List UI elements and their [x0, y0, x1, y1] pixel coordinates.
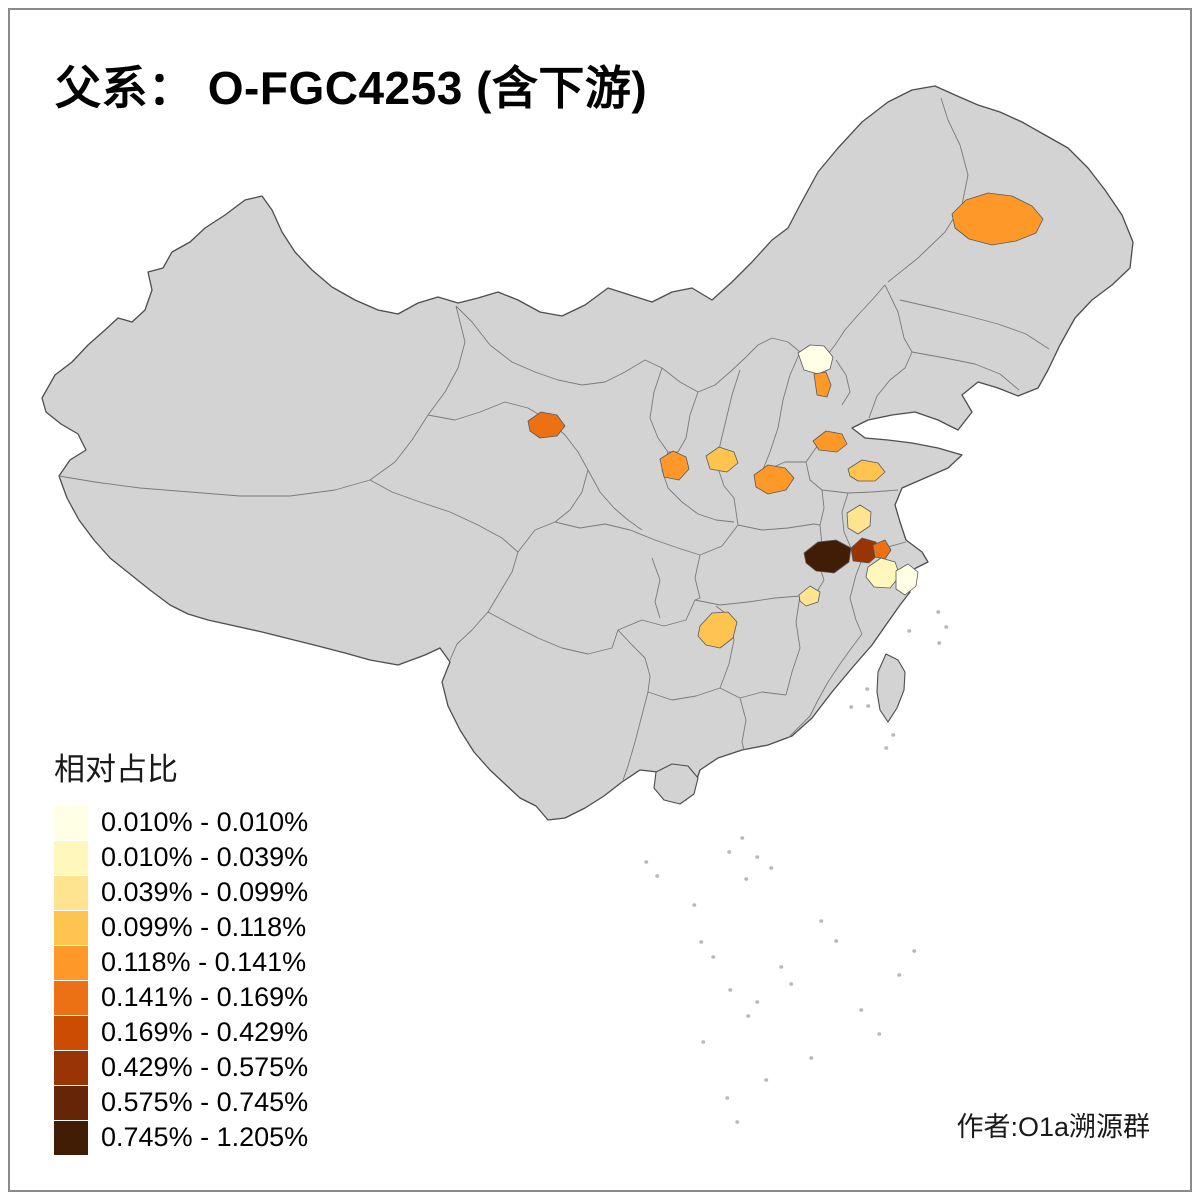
- legend-item: 0.745% - 1.205%: [54, 1120, 308, 1155]
- province-borders: [58, 97, 1050, 781]
- region-henan-central: [753, 464, 795, 495]
- region-hubei-east: [803, 539, 852, 574]
- legend-swatch: [54, 1015, 88, 1050]
- sea-islands: [644, 610, 949, 1124]
- legend-item: 0.575% - 0.745%: [54, 1085, 308, 1120]
- region-shandong-west: [812, 430, 848, 453]
- legend-swatch: [54, 805, 88, 840]
- legend-item: 0.039% - 0.099%: [54, 875, 308, 910]
- legend-swatch: [54, 840, 88, 875]
- legend-label: 0.169% - 0.429%: [101, 1017, 309, 1047]
- legend-swatch: [54, 980, 88, 1015]
- region-hunan-north: [798, 585, 821, 607]
- legend-label: 0.745% - 1.205%: [101, 1122, 309, 1152]
- legend-swatch: [54, 1120, 88, 1155]
- legend-item: 0.141% - 0.169%: [54, 980, 308, 1015]
- legend-swatch: [54, 945, 88, 980]
- region-anhui-central: [846, 504, 872, 535]
- region-anhui-southeast: [872, 539, 892, 560]
- author-credit: 作者:O1a溯源群: [956, 1112, 1150, 1142]
- hainan-island: [653, 763, 699, 805]
- region-beijing-south: [813, 371, 832, 398]
- legend-label: 0.141% - 0.169%: [101, 982, 309, 1012]
- legend-items: 0.010% - 0.010% 0.010% - 0.039% 0.039% - 0…: [54, 805, 308, 1155]
- legend-label: 0.010% - 0.010%: [101, 807, 309, 837]
- region-beijing-north: [797, 344, 834, 375]
- legend-item: 0.169% - 0.429%: [54, 1015, 308, 1050]
- region-zhejiang-north: [865, 557, 901, 589]
- legend-label: 0.010% - 0.039%: [101, 842, 309, 872]
- legend-swatch: [54, 875, 88, 910]
- legend-swatch: [54, 1085, 88, 1120]
- region-guizhou-east: [697, 611, 738, 649]
- legend-swatch: [54, 1050, 88, 1085]
- legend: 相对占比 0.010% - 0.010% 0.010% - 0.039% 0.039…: [54, 744, 308, 1155]
- legend-label: 0.575% - 0.745%: [101, 1087, 309, 1117]
- region-qinghai-east: [527, 411, 566, 439]
- legend-item: 0.429% - 0.575%: [54, 1050, 308, 1085]
- legend-label: 0.099% - 0.118%: [101, 912, 307, 942]
- mainland-outline: [41, 85, 1134, 821]
- taiwan-island: [876, 653, 906, 723]
- region-zhejiang-northeast: [895, 563, 919, 596]
- legend-item: 0.010% - 0.039%: [54, 840, 308, 875]
- legend-item: 0.118% - 0.141%: [54, 945, 308, 980]
- legend-item: 0.099% - 0.118%: [54, 910, 308, 945]
- legend-label: 0.039% - 0.099%: [101, 877, 309, 907]
- legend-label: 0.118% - 0.141%: [101, 947, 307, 977]
- region-jiangsu-central: [847, 459, 886, 482]
- region-gansu-south: [659, 450, 690, 481]
- region-heilongjiang-prefecture: [951, 192, 1044, 246]
- region-shaanxi-central: [705, 446, 739, 473]
- plot-title: 父系： O-FGC4253 (含下游): [55, 62, 648, 114]
- legend-title: 相对占比: [54, 752, 178, 787]
- legend-item: 0.010% - 0.010%: [54, 805, 308, 840]
- highlighted-regions: [527, 192, 1044, 649]
- legend-swatch: [54, 910, 88, 945]
- legend-label: 0.429% - 0.575%: [101, 1052, 309, 1082]
